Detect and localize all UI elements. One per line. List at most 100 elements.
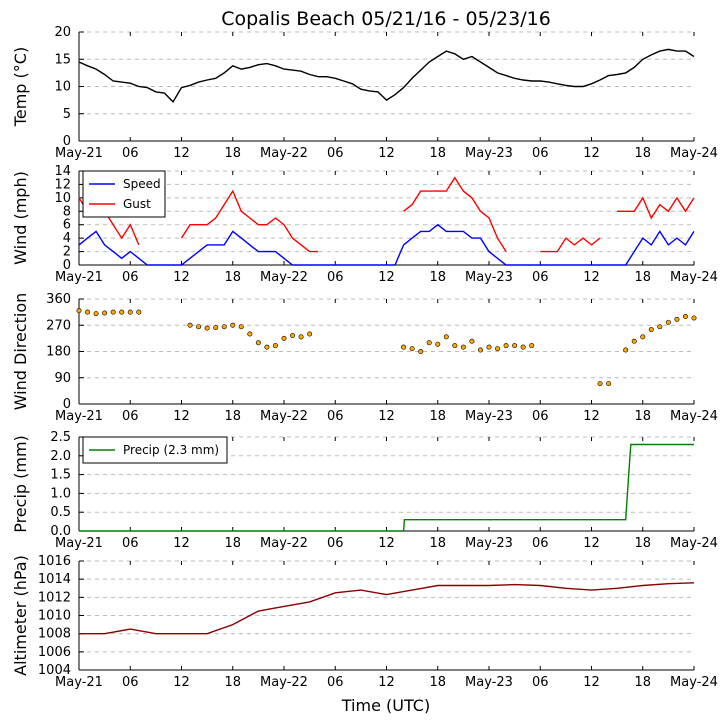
x-tick-label: 06	[122, 409, 139, 424]
direction-point	[682, 313, 688, 319]
direction-point	[452, 343, 458, 349]
y-axis-label: Wind Direction	[11, 293, 30, 411]
y-tick-label: 2.0	[50, 449, 71, 464]
x-tick-label: 18	[429, 146, 446, 161]
direction-point	[85, 309, 91, 315]
y-tick-label: 2.5	[50, 430, 71, 445]
x-tick-label: May-24	[670, 536, 718, 551]
y-tick-label: 0	[63, 134, 71, 149]
x-tick-label: 12	[583, 536, 600, 551]
x-tick-label: May-23	[465, 675, 513, 690]
direction-point	[640, 334, 646, 340]
x-tick-label: 06	[532, 270, 549, 285]
x-tick-label: 06	[327, 409, 344, 424]
direction-point	[597, 381, 603, 387]
x-tick-label: 06	[327, 675, 344, 690]
y-axis-label: Precip (mm)	[11, 435, 30, 533]
x-tick-label: 06	[327, 146, 344, 161]
x-tick-label: May-22	[260, 536, 308, 551]
x-tick-label: 18	[224, 270, 241, 285]
x-tick-label: 12	[378, 146, 395, 161]
direction-point	[691, 315, 697, 321]
direction-point	[443, 334, 449, 340]
x-tick-label: 18	[429, 270, 446, 285]
direction-point	[435, 341, 441, 347]
y-axis-label: Temp (°C)	[11, 47, 30, 127]
x-tick-label: 18	[634, 536, 651, 551]
x-tick-label: May-22	[260, 675, 308, 690]
direction-point	[606, 381, 612, 387]
series-line-speed	[78, 223, 695, 266]
direction-point	[401, 344, 407, 350]
x-tick-label: 18	[429, 409, 446, 424]
direction-point	[238, 324, 244, 330]
direction-point	[512, 343, 518, 349]
y-tick-label: 8	[63, 204, 71, 219]
direction-point	[264, 344, 270, 350]
legend-label: Gust	[123, 197, 151, 211]
x-tick-label: 06	[532, 536, 549, 551]
panel-temp: 0 5 10 15 20 May-21 06 12 18 May-22 06 12 18 May-23 06…	[11, 25, 718, 161]
direction-point	[495, 346, 501, 352]
direction-point	[204, 325, 210, 331]
direction-point	[247, 331, 253, 337]
x-tick-label: 18	[224, 409, 241, 424]
y-tick-label: 0	[63, 397, 71, 412]
y-tick-label: 14	[54, 164, 71, 179]
direction-point	[477, 347, 483, 353]
x-tick-label: 18	[224, 146, 241, 161]
x-tick-label: 06	[532, 409, 549, 424]
direction-point	[657, 324, 663, 330]
direction-point	[102, 310, 108, 316]
x-tick-label: 12	[583, 146, 600, 161]
y-tick-label: 1004	[38, 663, 71, 678]
x-tick-label: May-23	[465, 409, 513, 424]
x-tick-label: May-21	[55, 536, 103, 551]
figure-title: Copalis Beach 05/21/16 - 05/23/16	[221, 8, 551, 30]
y-tick-label: 1006	[38, 645, 71, 660]
x-tick-label: 06	[327, 270, 344, 285]
x-tick-label: 12	[378, 675, 395, 690]
y-tick-label: 360	[46, 292, 71, 307]
x-tick-label: 06	[532, 146, 549, 161]
x-tick-label: May-23	[465, 270, 513, 285]
direction-point	[426, 340, 432, 346]
y-tick-label: 270	[46, 318, 71, 333]
x-tick-label: 18	[634, 146, 651, 161]
x-axis-label: Time (UTC)	[341, 696, 430, 715]
direction-point	[648, 327, 654, 333]
x-tick-label: 12	[583, 409, 600, 424]
x-tick-label: May-23	[465, 146, 513, 161]
y-tick-label: 0.5	[50, 505, 71, 520]
x-tick-label: 12	[173, 270, 190, 285]
x-tick-label: May-24	[670, 675, 718, 690]
y-tick-label: 1010	[38, 609, 71, 624]
y-tick-label: 6	[63, 218, 71, 233]
x-tick-label: 06	[327, 536, 344, 551]
direction-point	[486, 344, 492, 350]
direction-point	[196, 324, 202, 330]
direction-point	[127, 309, 133, 315]
series-line-gust	[78, 176, 695, 253]
legend-box	[82, 170, 166, 218]
x-tick-label: 12	[173, 536, 190, 551]
y-tick-label: 1.5	[50, 468, 71, 483]
x-tick-label: 06	[532, 675, 549, 690]
y-axis-label: Wind (mph)	[11, 171, 30, 265]
x-tick-label: 18	[634, 409, 651, 424]
x-tick-label: May-22	[260, 146, 308, 161]
direction-point	[230, 322, 236, 328]
direction-point	[529, 343, 535, 349]
y-tick-label: 0.0	[50, 524, 71, 539]
y-tick-label: 0	[63, 258, 71, 273]
x-tick-label: 12	[378, 409, 395, 424]
y-tick-label: 10	[54, 191, 71, 206]
y-tick-label: 180	[46, 345, 71, 360]
direction-point	[221, 324, 227, 330]
y-tick-label: 1012	[38, 590, 71, 605]
direction-point	[674, 316, 680, 322]
direction-point	[460, 344, 466, 350]
x-tick-label: 18	[224, 675, 241, 690]
